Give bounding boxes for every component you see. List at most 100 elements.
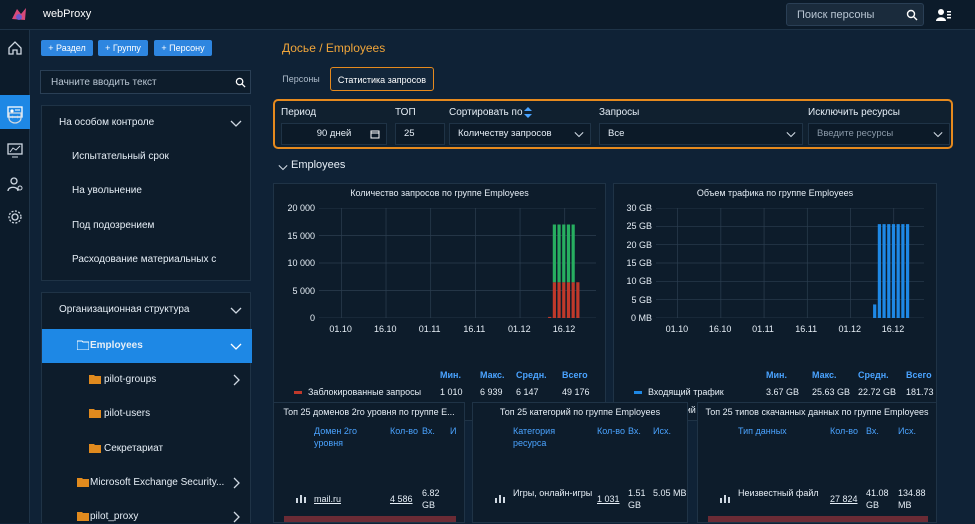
table-row[interactable]: Еда, напитки, гурманство1 0151.47 GB4.87… xyxy=(483,516,679,522)
sort-select[interactable]: Количеству запросов xyxy=(449,123,591,145)
chart-bar[interactable] xyxy=(896,224,900,318)
main-content: Досье / Employees Персоны Статистика зап… xyxy=(271,30,975,523)
tree-filter-input[interactable]: Начните вводить текст xyxy=(51,77,157,88)
chart-bar[interactable] xyxy=(891,224,896,318)
requests-value: Все xyxy=(608,128,625,139)
chart-bar[interactable] xyxy=(557,282,561,318)
tree-item-secretariat[interactable]: Секретариат xyxy=(42,432,252,466)
filters-bar: Период 90 дней ТОП 25 Сортировать по Кол… xyxy=(273,99,953,149)
chart-bar[interactable] xyxy=(901,224,905,318)
user-list-icon[interactable] xyxy=(935,7,951,23)
sort-icon[interactable] xyxy=(524,107,532,118)
legend-row[interactable]: Входящий трафик xyxy=(634,387,724,397)
tree-filter-box[interactable]: Начните вводить текст xyxy=(40,70,251,94)
tree-header-special-control[interactable]: На особом контроле xyxy=(42,106,252,140)
section-title[interactable]: Employees xyxy=(291,159,346,171)
chart-bar[interactable] xyxy=(887,224,891,318)
row-count[interactable]: 27 824 xyxy=(830,494,858,504)
id-card-icon[interactable] xyxy=(6,103,24,121)
chevron-down-icon[interactable] xyxy=(230,304,242,316)
chart-bar[interactable] xyxy=(873,304,877,318)
top-input[interactable]: 25 xyxy=(395,123,445,145)
mask-icon[interactable] xyxy=(6,108,24,126)
period-picker[interactable]: 90 дней xyxy=(281,123,387,145)
chart-bar[interactable] xyxy=(562,224,566,283)
chart-bar[interactable] xyxy=(557,224,561,283)
chevron-down-icon[interactable] xyxy=(278,162,288,172)
table-row[interactable]: mail.ru 4 586 6.82 GB xyxy=(284,482,456,516)
table-row[interactable]: Неизвестный файл18 64827.57 GB90.78 MB xyxy=(708,516,928,522)
tree-item-ms-exchange[interactable]: Microsoft Exchange Security... xyxy=(42,466,252,500)
tree-item-probation[interactable]: Испытательный срок xyxy=(42,140,252,174)
chart-bar[interactable] xyxy=(576,282,580,318)
add-person-button[interactable]: + Персону xyxy=(154,40,212,56)
legend-header: Всего xyxy=(906,370,932,380)
tree-item-material-spending[interactable]: Расходование материальных с... xyxy=(42,243,252,277)
tree-item-employees[interactable]: Employees xyxy=(42,329,252,363)
breadcrumb[interactable]: Досье / Employees xyxy=(282,41,386,55)
chart-bar[interactable] xyxy=(877,224,881,318)
chart-bar[interactable] xyxy=(562,282,566,318)
tree-header-org-structure[interactable]: Организационная структура xyxy=(42,293,252,327)
x-tick-label: 01.11 xyxy=(418,324,441,334)
chart-bar[interactable] xyxy=(571,224,575,283)
tree-item-pilot-users[interactable]: pilot-users xyxy=(42,397,252,431)
search-icon[interactable] xyxy=(906,9,918,21)
table-row[interactable]: Игры, онлайн-игры 1 031 1.51 GB 5.05 MB xyxy=(483,482,687,516)
chevron-right-icon[interactable] xyxy=(230,511,242,523)
chevron-right-icon[interactable] xyxy=(230,374,242,386)
add-section-button[interactable]: + Раздел xyxy=(41,40,93,56)
tab-request-stats[interactable]: Статистика запросов xyxy=(330,67,434,91)
chart-bar[interactable] xyxy=(571,282,575,318)
exclude-input[interactable]: Введите ресурсы xyxy=(808,123,950,145)
tree-header-label: На особом контроле xyxy=(59,117,155,128)
y-tick-label: 10 GB xyxy=(626,276,652,287)
chart-bar[interactable] xyxy=(552,282,556,318)
y-tick-label: 25 GB xyxy=(626,221,652,232)
row-count[interactable]: 1 031 xyxy=(597,494,620,504)
row-name[interactable]: Игры, онлайн-игры xyxy=(513,488,593,498)
categories-table-card: Топ 25 категорий по группе Employees Кате… xyxy=(472,402,688,523)
tree-item-dismissal[interactable]: На увольнение xyxy=(42,174,252,208)
x-tick-label: 01.11 xyxy=(752,324,774,334)
legend-value: 1 010 xyxy=(440,387,463,397)
tab-persons[interactable]: Персоны xyxy=(282,74,320,84)
tree-item-suspicion[interactable]: Под подозрением xyxy=(42,209,252,243)
calendar-icon[interactable] xyxy=(370,129,380,139)
tree-item-pilot-proxy[interactable]: pilot_proxy xyxy=(42,500,252,524)
traffic-chart-plot xyxy=(656,208,924,318)
chart-bar[interactable] xyxy=(882,224,886,318)
chart-bar[interactable] xyxy=(566,282,571,318)
row-count[interactable]: 4 586 xyxy=(390,494,413,504)
gear-icon[interactable] xyxy=(6,208,24,226)
chevron-down-icon[interactable] xyxy=(230,340,242,352)
chevron-down-icon[interactable] xyxy=(230,117,242,129)
y-tick-label: 0 xyxy=(309,313,315,323)
folder-icon xyxy=(77,340,89,350)
row-name[interactable]: Неизвестный файл xyxy=(738,488,819,498)
requests-select[interactable]: Все xyxy=(599,123,803,145)
table-header: И xyxy=(450,426,457,436)
add-group-button[interactable]: + Группу xyxy=(98,40,148,56)
chart-bar[interactable] xyxy=(548,316,552,318)
row-name[interactable]: mail.ru xyxy=(314,494,342,504)
legend-row[interactable]: Заблокированные запросы xyxy=(294,387,421,397)
x-tick-label: 01.10 xyxy=(329,324,352,334)
folder-icon xyxy=(89,375,101,384)
chevron-right-icon[interactable] xyxy=(230,477,242,489)
user-settings-icon[interactable] xyxy=(6,175,24,193)
chart-bar[interactable] xyxy=(905,224,910,318)
table-row[interactable]: mail.ru3 0494.61 GB xyxy=(284,516,456,522)
tree-item-label: Расходование материальных с... xyxy=(72,254,217,265)
exclude-placeholder: Введите ресурсы xyxy=(817,128,894,139)
requests-chart-plot xyxy=(319,208,596,318)
table-row[interactable]: Неизвестный файл 27 824 41.08 GB 134.88 MB xyxy=(708,482,928,516)
person-search-box[interactable]: Поиск персоны xyxy=(786,3,924,26)
person-search-input[interactable]: Поиск персоны xyxy=(797,9,875,21)
monitor-chart-icon[interactable] xyxy=(6,141,24,159)
chart-bar[interactable] xyxy=(566,224,571,283)
y-tick-label: 20 000 xyxy=(287,203,315,213)
home-icon[interactable] xyxy=(6,39,24,57)
chart-bar[interactable] xyxy=(552,224,556,283)
tree-item-pilot-groups[interactable]: pilot-groups xyxy=(42,363,252,397)
